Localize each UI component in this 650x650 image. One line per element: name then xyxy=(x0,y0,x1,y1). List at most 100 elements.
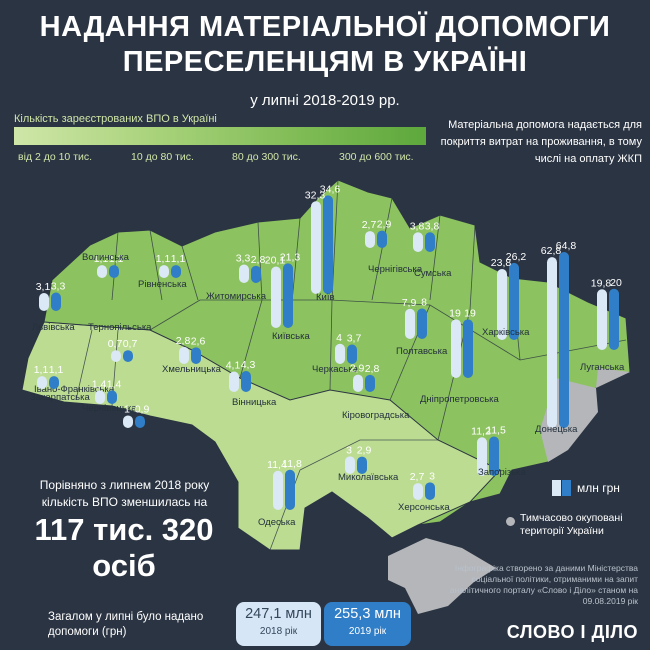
region-4-value-2019: 21,3 xyxy=(280,251,301,263)
region-0-name: Волинська xyxy=(82,252,130,263)
title-line-2: ПЕРЕСЕЛЕНЦЯМ В УКРАЇНІ xyxy=(122,46,528,78)
region-10-value-2019: 8 xyxy=(421,297,427,309)
region-11-bar-2019 xyxy=(463,319,473,378)
region-3-name: Київ xyxy=(316,292,335,303)
region-16-name: Вінницька xyxy=(232,397,277,408)
subtitle: у липні 2018-2019 рр. xyxy=(250,92,400,109)
region-25-name: Запорізька xyxy=(478,467,527,478)
region-4-bar-2018 xyxy=(271,266,281,328)
region-8-value-2019: 20 xyxy=(610,277,622,289)
region-12-bar-2018 xyxy=(335,343,345,364)
total-2019-year: 2019 рік xyxy=(348,626,387,637)
region-2-value-2018: 3,3 xyxy=(236,253,251,265)
occupied-legend: Тимчасово окуповані території України xyxy=(520,512,623,537)
infographic-title: НАДАННЯ МАТЕРІАЛЬНОЇ ДОПОМОГИ ПЕРЕСЕЛЕНЦ… xyxy=(0,10,650,80)
region-9-bar-2019 xyxy=(559,252,569,428)
region-5-bar-2019 xyxy=(377,230,387,248)
region-6-value-2018: 3,8 xyxy=(410,220,425,232)
region-20-bar-2018 xyxy=(123,415,133,428)
region-1-name: Рівненська xyxy=(138,279,187,290)
region-0-value-2018: 1,1 xyxy=(94,253,109,265)
region-22-bar-2019 xyxy=(357,456,367,474)
region-20-value-2019: 0,9 xyxy=(135,404,150,416)
total-2018-value: 247,1 млн xyxy=(245,606,312,622)
region-24-name: Херсонська xyxy=(398,502,450,513)
region-19-name: Чернівецька xyxy=(82,403,137,414)
region-12-bar-2019 xyxy=(347,344,357,364)
region-21-value-2018: 2,9 xyxy=(350,363,365,375)
legend-title: Кількість зареєстрованих ВПО в Україні xyxy=(14,113,217,125)
region-20-bar-2019 xyxy=(135,415,145,428)
region-17-value-2019: 0,7 xyxy=(123,338,138,350)
region-6-value-2019: 3,8 xyxy=(425,220,440,232)
decrease-value: 117 тис. 320 xyxy=(34,512,214,547)
region-10-bar-2019 xyxy=(417,308,427,339)
region-12-value-2018: 4 xyxy=(336,332,342,344)
region-9-name: Донецька xyxy=(535,424,578,435)
region-4-name: Київська xyxy=(272,331,310,342)
region-22-name: Миколаївська xyxy=(338,472,399,483)
region-19-bar-2018 xyxy=(95,390,105,404)
region-3-bar-2019 xyxy=(323,195,333,294)
total-2019: 255,3 млн 2019 рік xyxy=(324,602,411,646)
region-11-value-2019: 19 xyxy=(464,307,476,319)
region-14-name: Тернопільська xyxy=(88,322,152,333)
region-9-value-2018: 62,8 xyxy=(541,245,562,257)
region-24-bar-2019 xyxy=(425,482,435,500)
region-25-bar-2018 xyxy=(477,437,487,476)
occupied-crimea xyxy=(388,538,496,614)
region-10-value-2018: 7,9 xyxy=(402,297,417,309)
region-1-bar-2019 xyxy=(171,265,181,278)
region-19-bar-2019 xyxy=(107,390,117,404)
region-2-name: Житомирська xyxy=(206,291,267,302)
region-15-name: Хмельницька xyxy=(162,364,222,375)
region-1-value-2018: 1,1 xyxy=(156,253,171,265)
region-8-name: Луганська xyxy=(580,362,625,373)
region-24-value-2018: 2,7 xyxy=(410,471,425,483)
legend-range-1: від 2 до 10 тис. xyxy=(18,151,93,163)
region-18-value-2018: 1,1 xyxy=(34,364,49,376)
occupied-marker-icon xyxy=(506,517,515,526)
region-22-bar-2018 xyxy=(345,456,355,474)
region-23-bar-2019 xyxy=(285,469,295,510)
region-25-value-2018: 11,2 xyxy=(471,425,491,437)
region-4-bar-2019 xyxy=(283,263,293,328)
region-21-value-2019: 2,8 xyxy=(365,363,380,375)
region-25-value-2019: 11,5 xyxy=(486,425,506,437)
region-16-bar-2019 xyxy=(241,370,251,392)
logo: СЛОВО І ДІЛО xyxy=(506,622,638,642)
total-2018: 247,1 млн 2018 рік xyxy=(236,602,321,646)
region-24-bar-2018 xyxy=(413,483,423,500)
region-17-bar-2019 xyxy=(123,350,133,362)
decrease-unit: осіб xyxy=(92,548,156,583)
region-15-value-2018: 2,8 xyxy=(176,335,191,347)
region-shading-light xyxy=(21,321,501,551)
region-6-bar-2018 xyxy=(413,232,423,252)
total-label: Загалом у липні було надано допомоги (гр… xyxy=(48,611,204,638)
legend-range-3: 80 до 300 тис. xyxy=(232,151,301,163)
region-22-value-2019: 2,9 xyxy=(357,445,372,457)
region-13-bar-2018 xyxy=(39,293,49,311)
comparison-text: Порівняно з липнем 2018 року кількість В… xyxy=(39,478,210,509)
decrease-figure: 117 тис. 320 осіб xyxy=(14,512,234,584)
region-8-bar-2018 xyxy=(597,289,607,350)
title-line-1: НАДАННЯ МАТЕРІАЛЬНОЇ ДОПОМОГИ xyxy=(39,11,611,43)
region-3-bar-2018 xyxy=(311,201,321,294)
region-10-name: Полтавська xyxy=(396,346,448,357)
legend-range-4: 300 до 600 тис. xyxy=(339,151,414,163)
region-12-name: Черкаська xyxy=(312,364,359,375)
region-7-bar-2018 xyxy=(497,269,507,340)
region-23-bar-2018 xyxy=(273,470,283,510)
region-5-name: Чернігівська xyxy=(368,264,423,275)
region-2-value-2019: 2,8 xyxy=(251,254,266,266)
region-1-bar-2018 xyxy=(159,265,169,278)
region-3-value-2018: 32,3 xyxy=(305,189,326,201)
region-21-bar-2019 xyxy=(365,374,375,392)
region-18-name: Закарпатська xyxy=(30,392,90,403)
region-19-value-2019: 1,4 xyxy=(107,378,122,390)
legend-range-2: 10 до 80 тис. xyxy=(131,151,194,163)
region-13-value-2018: 3,1 xyxy=(36,281,51,293)
region-0-bar-2018 xyxy=(97,265,107,278)
region-20-value-2018: 1 xyxy=(124,403,130,415)
